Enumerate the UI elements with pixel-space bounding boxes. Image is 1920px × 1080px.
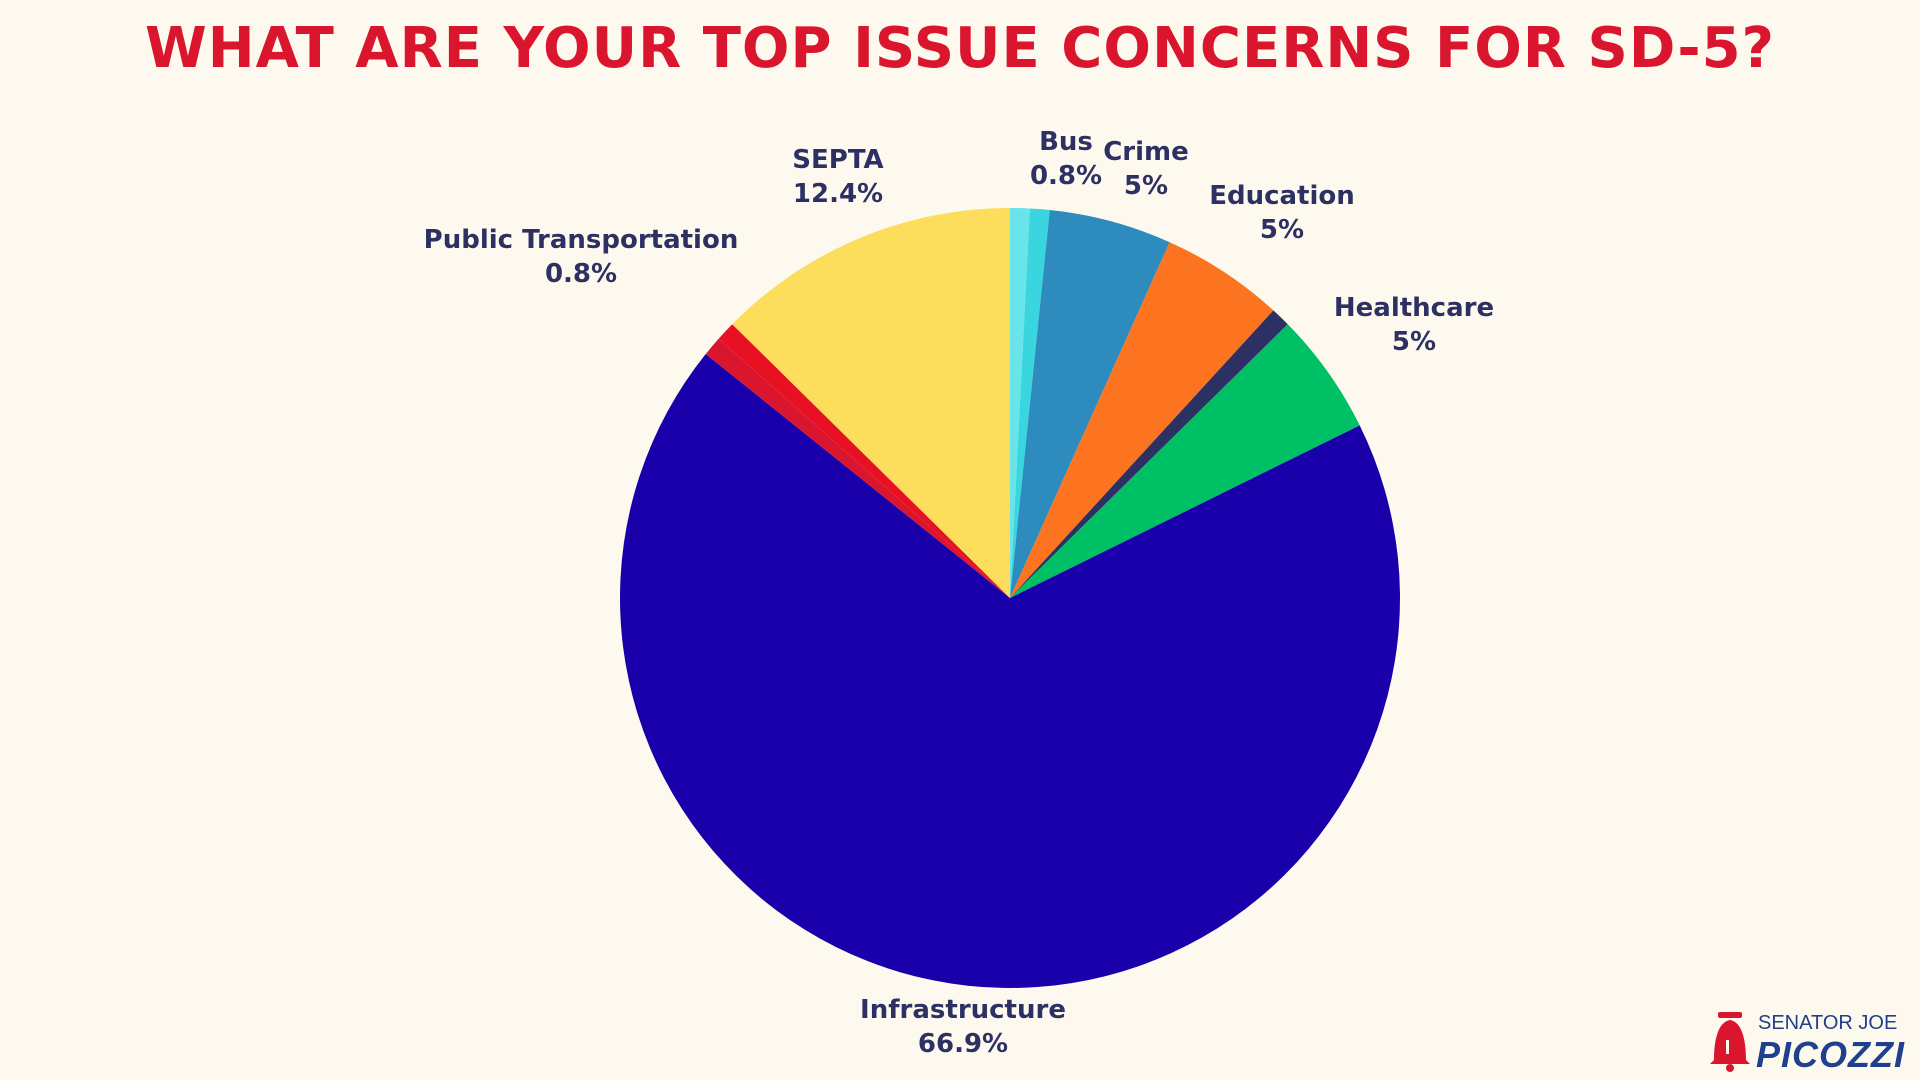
pie-slice-healthcare	[1010, 324, 1360, 598]
senator-logo: SENATOR JOE PICOZZI	[1706, 1008, 1916, 1076]
slice-value-healthcare: 5%	[1392, 327, 1436, 357]
liberty-bell-icon	[1710, 1012, 1750, 1072]
slice-label-public-transportation: Public Transportation	[424, 225, 739, 255]
pie-slice-unlabeled-7	[705, 338, 1010, 598]
slice-label-crime: Crime	[1103, 137, 1189, 167]
chart-title: WHAT ARE YOUR TOP ISSUE CONCERNS FOR SD-…	[144, 16, 1776, 81]
logo-name-text: PICOZZI	[1756, 1034, 1905, 1075]
slice-value-bus: 0.8%	[1030, 161, 1102, 191]
pie-slice-education	[1010, 242, 1274, 598]
pie-slice-unlabeled-4	[1010, 310, 1288, 598]
slice-label-bus: Bus	[1039, 127, 1093, 157]
pie-slice-septa	[732, 208, 1010, 598]
slice-value-education: 5%	[1260, 215, 1304, 245]
logo-top-text: SENATOR JOE	[1758, 1012, 1898, 1034]
slice-value-public-transportation: 0.8%	[545, 259, 617, 289]
pie-slice-unlabeled-0	[1010, 208, 1030, 598]
slice-label-education: Education	[1209, 181, 1355, 211]
pie-slice-bus	[1010, 208, 1050, 598]
slice-label-healthcare: Healthcare	[1334, 293, 1494, 323]
slice-value-crime: 5%	[1124, 171, 1168, 201]
slice-value-infrastructure: 66.9%	[918, 1029, 1008, 1059]
pie-slice-public-transportation	[718, 324, 1010, 598]
slice-label-septa: SEPTA	[792, 145, 883, 175]
pie-slice-infrastructure	[620, 354, 1400, 988]
slice-label-infrastructure: Infrastructure	[860, 995, 1066, 1025]
pie-slice-crime	[1010, 210, 1170, 599]
slice-value-septa: 12.4%	[793, 179, 883, 209]
